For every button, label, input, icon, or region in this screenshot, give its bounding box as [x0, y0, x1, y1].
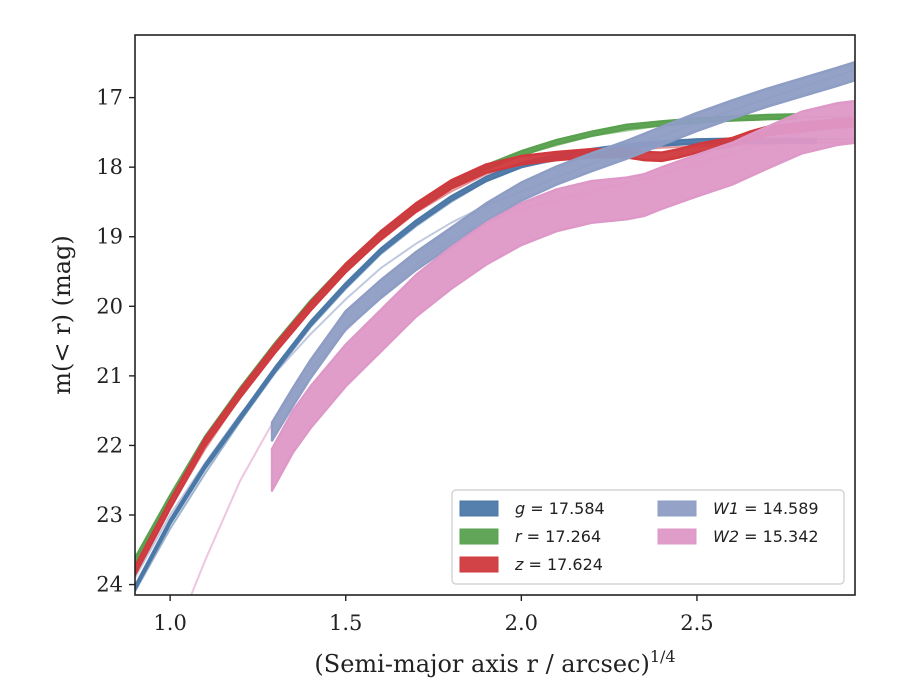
x-tick-label: 2.0	[505, 611, 538, 635]
legend-label-r: r = 17.264	[515, 527, 601, 546]
x-tick-label: 2.5	[680, 611, 713, 635]
legend-label-w2: W2 = 15.342	[713, 527, 819, 546]
legend-swatch-w2	[657, 528, 697, 545]
legend-label-w1: W1 = 14.589	[713, 499, 819, 518]
data-band-w2	[270, 99, 855, 492]
y-axis-label: m(< r) (mag)	[48, 235, 76, 394]
legend-label-value: = 17.264	[522, 527, 602, 546]
legend-swatch-w1	[657, 500, 697, 517]
plot-frame	[134, 34, 856, 596]
legend-label-name: W2	[713, 527, 739, 546]
legend-swatch-z	[459, 556, 499, 573]
legend-label-name: g	[515, 499, 525, 518]
y-tick-label: 23	[96, 503, 123, 527]
legend-label-value: = 15.342	[739, 527, 819, 546]
legend-swatch-r	[459, 528, 499, 545]
ticks-layer: 1.0 1.5 2.0 2.5 17 18 19 20 21 22 23 24	[96, 86, 713, 635]
y-tick-label: 18	[96, 155, 123, 179]
y-tick-label: 22	[96, 433, 123, 457]
legend-label-value: = 17.624	[523, 555, 603, 574]
legend-label-value: = 14.589	[739, 499, 819, 518]
series-layer	[135, 60, 855, 595]
y-tick-label: 19	[96, 225, 123, 249]
data-band-w1	[270, 60, 855, 442]
data-band-z	[135, 117, 855, 576]
y-tick-label: 24	[96, 573, 123, 597]
y-tick-label: 21	[96, 364, 123, 388]
legend-label-z: z = 17.624	[514, 555, 603, 574]
x-tick-label: 1.0	[153, 611, 186, 635]
legend-label-name: W1	[713, 499, 739, 518]
legend-label-name: z	[514, 555, 524, 574]
x-axis-label: (Semi-major axis r / arcsec)1/4	[314, 647, 675, 678]
legend-box	[451, 489, 845, 585]
legend-swatch-g	[459, 500, 499, 517]
legend-label-g: g = 17.584	[515, 499, 605, 518]
y-tick-label: 20	[96, 294, 123, 318]
y-tick-label: 17	[96, 86, 123, 110]
legend-label-name: r	[515, 527, 523, 546]
x-tick-label: 1.5	[329, 611, 362, 635]
legend-label-value: = 17.584	[525, 499, 605, 518]
